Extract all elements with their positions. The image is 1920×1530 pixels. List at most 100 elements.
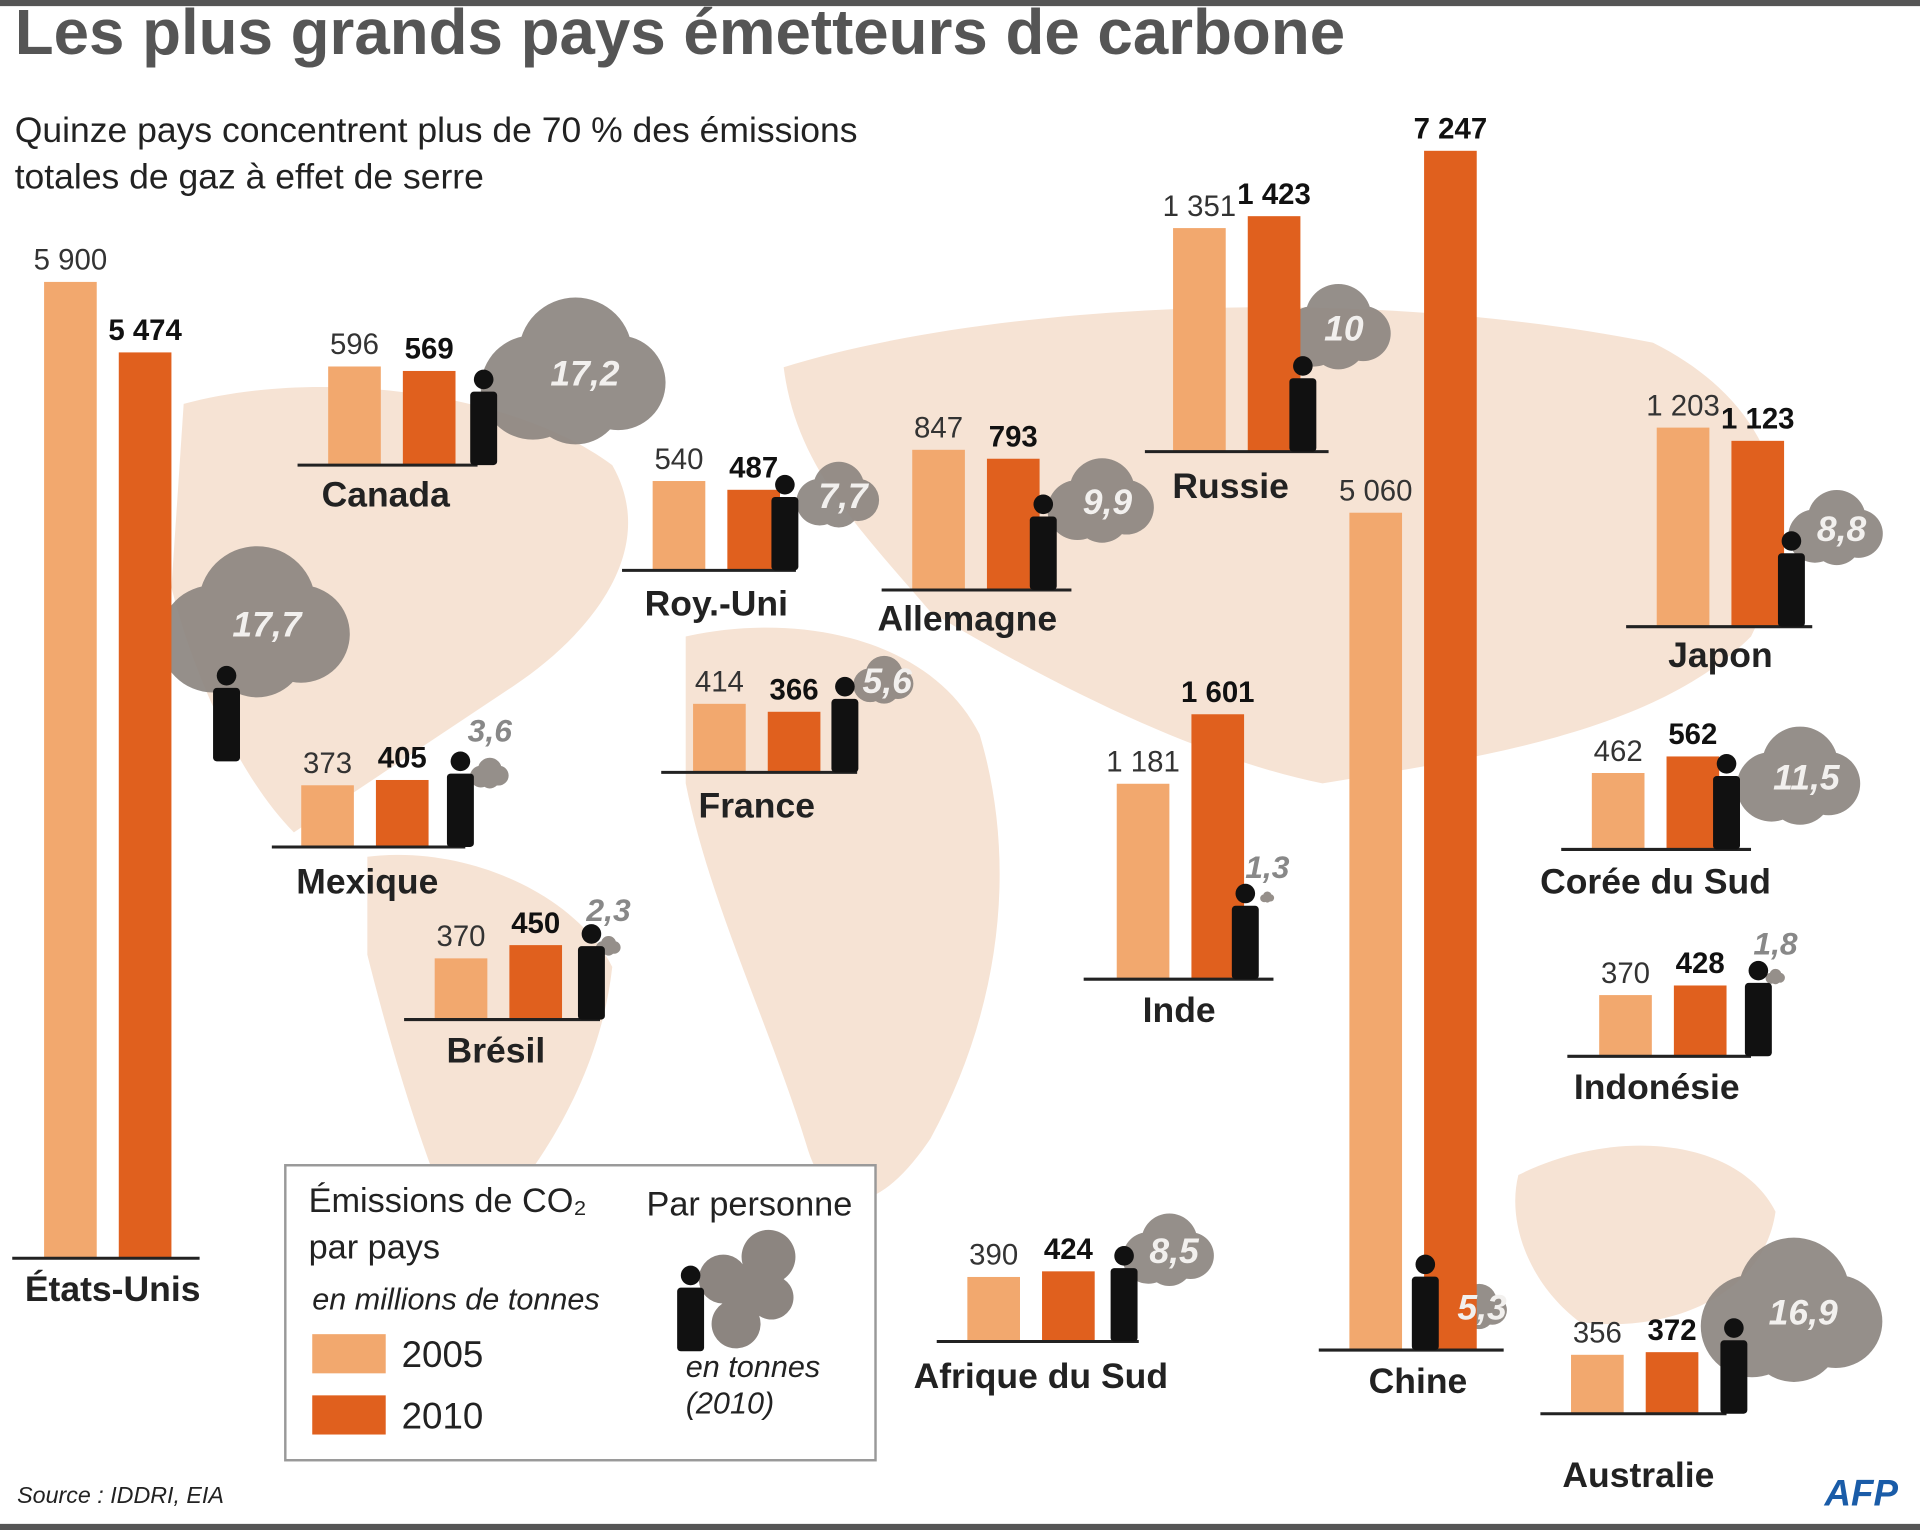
per-person-label: 1,8 — [1753, 926, 1798, 962]
country-label: Mexique — [296, 862, 438, 902]
legend-per-person-unit: en tonnes (2010) — [685, 1350, 821, 1422]
value-label: 370 — [1601, 957, 1650, 990]
country-label: États-Unis — [25, 1269, 201, 1309]
person-body — [446, 773, 474, 848]
legend-unit: en millions de tonnes — [312, 1283, 599, 1317]
person-icon — [1720, 1318, 1748, 1414]
per-person-label: 5,3 — [1457, 1287, 1507, 1327]
per-person-cloud — [1283, 283, 1391, 370]
person-head — [216, 665, 237, 686]
country-label: Inde — [1143, 990, 1216, 1030]
bar — [509, 945, 563, 1020]
per-person-label: 17,7 — [232, 604, 303, 644]
value-label: 1 123 — [1721, 403, 1795, 436]
per-person-cloud — [1765, 968, 1785, 985]
value-label: 1 423 — [1237, 178, 1311, 211]
per-person-cloud — [1788, 489, 1883, 566]
bar — [967, 1276, 1020, 1342]
bar — [118, 352, 172, 1259]
bar — [912, 449, 965, 590]
bar — [1666, 756, 1720, 850]
person-head — [1781, 531, 1802, 551]
map-australia — [1515, 1145, 1776, 1325]
bar — [1424, 150, 1477, 1351]
person-body — [831, 698, 859, 773]
bar — [1571, 1354, 1624, 1414]
per-person-label: 2,3 — [585, 892, 631, 928]
legend-title-box: Émissions de CO₂ par pays — [309, 1181, 587, 1265]
value-label: 462 — [1594, 735, 1643, 768]
person-head — [1235, 883, 1256, 904]
person-icon — [831, 676, 859, 773]
credit: AFP — [1824, 1473, 1899, 1514]
country-label: Corée du Sud — [1540, 862, 1771, 902]
value-label: 372 — [1648, 1314, 1697, 1347]
person-body — [470, 391, 498, 466]
person-head — [1716, 753, 1737, 774]
country-label: Indonésie — [1574, 1067, 1740, 1107]
person-body — [1231, 905, 1259, 980]
bar — [1673, 985, 1727, 1057]
map-eurasia — [783, 307, 1781, 784]
person-head — [581, 924, 602, 944]
value-label: 847 — [914, 412, 963, 445]
bar — [1591, 773, 1645, 850]
per-person-label: 3,6 — [468, 713, 513, 749]
person-body — [1713, 776, 1740, 850]
value-label: 793 — [989, 421, 1038, 454]
country-label: Allemagne — [878, 598, 1058, 638]
legend-person-icon — [677, 1265, 705, 1352]
person-icon — [771, 474, 799, 571]
bar — [767, 711, 821, 773]
value-label: 405 — [378, 742, 427, 775]
value-label: 366 — [770, 674, 819, 707]
bottom-border — [0, 1523, 1920, 1530]
legend-label: 2010 — [402, 1395, 484, 1436]
person-head — [473, 369, 494, 390]
bar — [693, 703, 746, 773]
per-person-cloud — [469, 757, 509, 789]
per-person-cloud — [1736, 726, 1861, 825]
value-label: 569 — [405, 333, 454, 366]
person-icon — [213, 665, 240, 762]
top-border — [0, 0, 1920, 7]
bar — [1645, 1352, 1699, 1414]
bar — [402, 370, 456, 466]
person-icon — [1777, 531, 1805, 627]
bar — [44, 281, 97, 1259]
value-label: 5 474 — [108, 314, 182, 347]
country-label: Russie — [1172, 466, 1288, 506]
bar — [375, 779, 429, 848]
person-body — [1029, 516, 1057, 590]
legend-per-person: Par personne — [647, 1185, 853, 1223]
value-label: 424 — [1044, 1233, 1094, 1266]
value-label: 5 060 — [1339, 474, 1413, 507]
person-icon — [1029, 494, 1057, 590]
value-label: 370 — [437, 920, 486, 953]
country-label: France — [699, 786, 815, 826]
country-label: Afrique du Sud — [914, 1356, 1168, 1396]
bar — [328, 366, 381, 466]
per-person-label: 16,9 — [1769, 1292, 1838, 1332]
bar — [301, 785, 354, 848]
person-icon — [470, 369, 498, 466]
per-person-label: 8,8 — [1817, 509, 1867, 549]
legend-label: 2005 — [402, 1334, 484, 1375]
person-icon — [1713, 753, 1740, 850]
person-body — [577, 946, 605, 1020]
person-body — [1744, 982, 1772, 1057]
country-label: Australie — [1562, 1455, 1714, 1495]
value-label: 1 351 — [1163, 190, 1237, 223]
bar — [1042, 1271, 1095, 1342]
bar — [652, 481, 706, 571]
per-person-cloud — [480, 297, 666, 445]
person-body — [1777, 553, 1805, 627]
per-person-label: 9,9 — [1083, 482, 1133, 522]
person-head — [775, 474, 795, 495]
person-body — [1411, 1276, 1439, 1351]
country-label: Roy.-Uni — [645, 584, 788, 624]
per-person-cloud — [159, 546, 350, 698]
person-icon — [577, 924, 605, 1020]
person-head — [450, 751, 471, 772]
